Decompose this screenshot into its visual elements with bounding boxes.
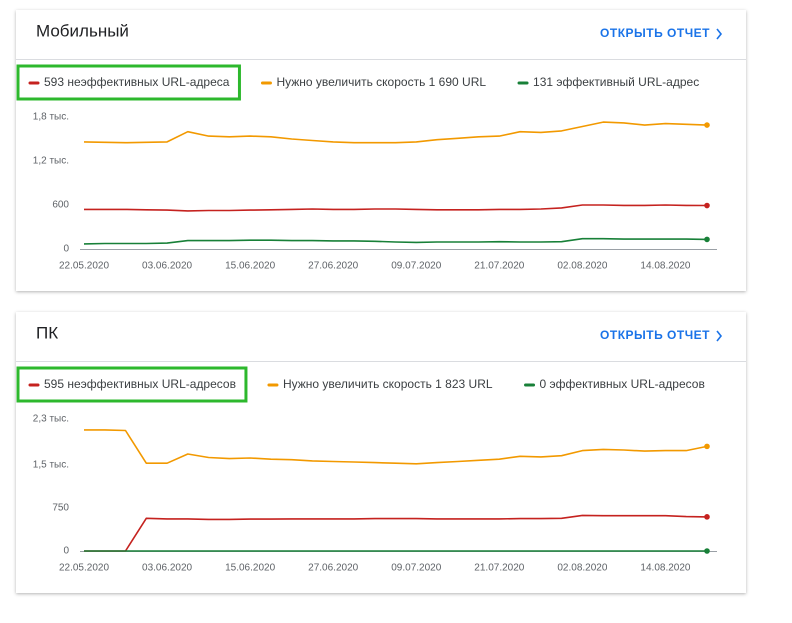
legend-label: 131 эффективный URL-адрес	[533, 75, 699, 89]
end-point	[704, 443, 710, 450]
end-point	[704, 548, 710, 554]
open-report-link[interactable]: ОТКРЫТЬ ОТЧЕТ	[600, 26, 710, 40]
chevron[interactable]	[716, 28, 723, 40]
legend-label: 595 неэффективных URL-адресов	[44, 377, 236, 391]
x-tick-label: 09.07.2020	[391, 563, 441, 574]
series-line	[84, 429, 708, 465]
x-tick-label: 03.06.2020	[142, 563, 192, 574]
y-tick-label: 600	[52, 200, 69, 211]
y-tick-label: 0	[63, 546, 69, 557]
x-tick-label: 21.07.2020	[474, 261, 524, 272]
end-point	[704, 514, 710, 520]
x-tick-label: 02.08.2020	[557, 261, 607, 272]
highlight-box	[16, 64, 241, 101]
y-tick-label: 0	[63, 244, 69, 255]
legend-label: Нужно увеличить скорость 1 823 URL	[283, 377, 493, 391]
series-line	[84, 514, 708, 552]
end-point	[704, 122, 710, 128]
y-tick-label: 1,8 тыс.	[33, 112, 69, 123]
end-point	[704, 236, 710, 243]
x-tick-label: 14.08.2020	[640, 563, 690, 574]
card-title: ПК	[36, 323, 58, 342]
x-tick-label: 27.06.2020	[308, 563, 358, 574]
series-line	[83, 121, 708, 144]
card	[16, 312, 746, 593]
x-tick-label: 21.07.2020	[474, 563, 524, 574]
x-tick-label: 03.06.2020	[142, 261, 192, 272]
legend-label: 0 эффективных URL-адресов	[540, 377, 705, 391]
x-tick-label: 15.06.2020	[225, 261, 275, 272]
card-title: Мобильный	[36, 21, 129, 40]
open-report-link[interactable]: ОТКРЫТЬ ОТЧЕТ	[600, 328, 710, 342]
legend-label: 593 неэффективных URL-адреса	[44, 75, 230, 89]
y-tick-label: 750	[52, 503, 69, 514]
x-tick-label: 22.05.2020	[59, 563, 109, 574]
x-tick-label: 15.06.2020	[225, 563, 275, 574]
x-tick-label: 14.08.2020	[640, 261, 690, 272]
x-tick-label: 27.06.2020	[308, 261, 358, 272]
series-line	[84, 204, 708, 212]
x-tick-label: 02.08.2020	[557, 563, 607, 574]
legend-label: Нужно увеличить скорость 1 690 URL	[276, 75, 486, 89]
x-tick-label: 22.05.2020	[59, 261, 109, 272]
y-tick-label: 1,5 тыс.	[33, 460, 69, 471]
card	[16, 10, 746, 291]
chevron[interactable]	[716, 330, 723, 342]
end-point	[704, 202, 710, 209]
y-tick-label: 1,2 тыс.	[33, 156, 69, 167]
y-tick-label: 2,3 тыс.	[33, 414, 69, 425]
x-tick-label: 09.07.2020	[391, 261, 441, 272]
series-line	[83, 237, 708, 245]
highlight-box	[16, 366, 248, 403]
